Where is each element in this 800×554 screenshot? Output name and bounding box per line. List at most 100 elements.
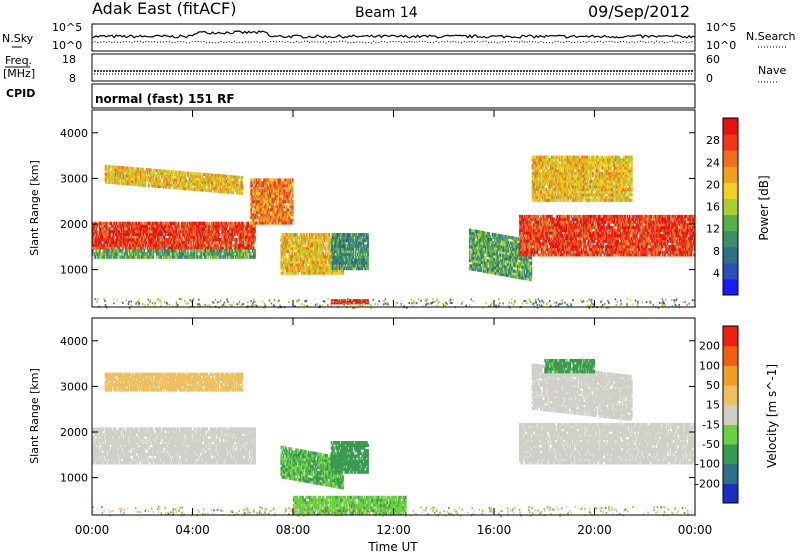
- heatmap-cell: [252, 210, 255, 214]
- heatmap-cell: [253, 194, 256, 198]
- heatmap-cell: [152, 227, 155, 231]
- heatmap-cell: [295, 252, 297, 256]
- heatmap-cell: [304, 263, 307, 267]
- heatmap-cell: [185, 235, 188, 239]
- heatmap-cell: [226, 185, 229, 189]
- heatmap-cell: [168, 249, 171, 253]
- heatmap-cell: [106, 243, 109, 247]
- heatmap-cell: [142, 173, 144, 177]
- heatmap-cell: [156, 182, 158, 186]
- heatmap-cell: [250, 227, 253, 231]
- heatmap-cell: [161, 174, 164, 178]
- heatmap-cell: [132, 238, 134, 242]
- heatmap-cell: [97, 246, 100, 250]
- heatmap-cell: [276, 221, 279, 225]
- heatmap-cell: [116, 181, 118, 185]
- heatmap-cell: [156, 184, 158, 188]
- heatmap-cell: [269, 191, 272, 196]
- heatmap-cell: [230, 175, 232, 179]
- heatmap-cell: [167, 246, 170, 250]
- heatmap-cell: [271, 181, 273, 185]
- heatmap-cell: [195, 180, 198, 184]
- heatmap-cell: [202, 188, 205, 192]
- heatmap-cell: [105, 249, 108, 253]
- heatmap-cell: [142, 232, 144, 236]
- heatmap-cell: [148, 232, 150, 236]
- heatmap-cell: [320, 246, 323, 251]
- heatmap-cell: [282, 241, 285, 245]
- heatmap-cell: [118, 165, 120, 170]
- heatmap-cell: [230, 238, 232, 242]
- heatmap-cell: [144, 183, 147, 187]
- heatmap-cell: [109, 227, 111, 231]
- heatmap-cell: [207, 224, 209, 228]
- heatmap-cell: [111, 243, 114, 247]
- heatmap-cell: [206, 180, 208, 185]
- heatmap-cell: [195, 221, 198, 225]
- heatmap-cell: [144, 224, 147, 228]
- heatmap-cell: [135, 169, 138, 174]
- heatmap-cell: [232, 177, 235, 182]
- heatmap-cell: [106, 224, 109, 228]
- heatmap-cell: [145, 240, 148, 245]
- heatmap-cell: [232, 224, 235, 228]
- heatmap-cell: [294, 260, 296, 264]
- heatmap-cell: [109, 232, 111, 236]
- heatmap-cell: [197, 188, 199, 192]
- heatmap-cell: [122, 171, 125, 175]
- heatmap-cell: [502, 234, 504, 238]
- heatmap-cell: [313, 260, 316, 264]
- heatmap-cell: [317, 263, 319, 267]
- heatmap-cell: [96, 252, 99, 256]
- heatmap-cell: [331, 238, 334, 243]
- heatmap-cell: [174, 246, 176, 250]
- heatmap-cell: [305, 268, 308, 272]
- heatmap-cell: [129, 182, 132, 186]
- heatmap-cell: [200, 188, 203, 192]
- heatmap-cell: [291, 199, 294, 204]
- heatmap-cell: [320, 255, 323, 259]
- heatmap-cell: [113, 243, 116, 247]
- heatmap-cell: [125, 249, 127, 253]
- heatmap-cell: [269, 205, 272, 209]
- heatmap-cell: [165, 238, 167, 242]
- heatmap-cell: [291, 244, 294, 248]
- heatmap-cell: [104, 175, 107, 179]
- heatmap-cell: [111, 224, 114, 228]
- heatmap-cell: [149, 240, 151, 245]
- heatmap-cell: [175, 238, 178, 242]
- heatmap-cell: [302, 246, 304, 251]
- heatmap-cell: [95, 243, 98, 247]
- heatmap-cell: [263, 197, 265, 201]
- heatmap-cell: [296, 249, 299, 253]
- heatmap-cell: [132, 243, 134, 247]
- heatmap-cell: [97, 235, 100, 239]
- heatmap-cell: [223, 229, 225, 234]
- heatmap-cell: [183, 171, 186, 175]
- heatmap-cell: [286, 199, 288, 204]
- heatmap-cell: [169, 232, 172, 236]
- heatmap-cell: [257, 183, 259, 188]
- heatmap-cell: [274, 191, 277, 196]
- heatmap-cell: [323, 238, 326, 242]
- heatmap-cell: [237, 186, 239, 190]
- heatmap-cell: [283, 221, 286, 225]
- heatmap-cell: [127, 182, 130, 186]
- heatmap-cell: [241, 224, 244, 228]
- heatmap-cell: [94, 235, 96, 239]
- heatmap-cell: [274, 178, 277, 182]
- heatmap-cell: [177, 255, 180, 259]
- heatmap-cell: [130, 255, 133, 259]
- heatmap-cell: [280, 197, 283, 201]
- heatmap-cell: [136, 252, 139, 256]
- heatmap-cell: [163, 180, 166, 184]
- heatmap-cell: [311, 249, 313, 253]
- heatmap-cell: [224, 255, 227, 259]
- heatmap-cell: [167, 172, 170, 176]
- heatmap-cell: [210, 232, 213, 236]
- heatmap-cell: [189, 187, 191, 191]
- heatmap-cell: [307, 249, 310, 253]
- heatmap-cell: [136, 232, 139, 236]
- heatmap-cell: [186, 221, 189, 225]
- heatmap-cell: [144, 255, 147, 259]
